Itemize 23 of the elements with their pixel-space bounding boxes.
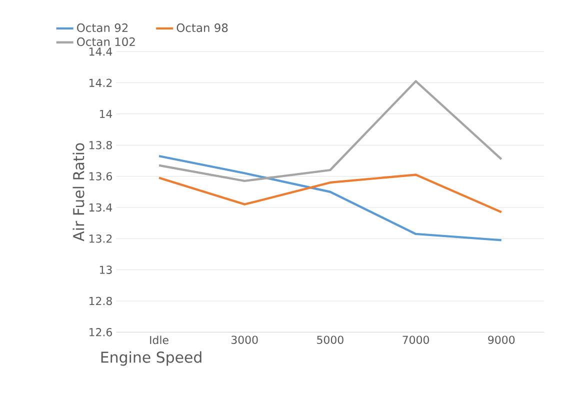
legend-label: Octan 98 [176, 23, 228, 32]
y-tick-label: 14.2 [89, 78, 112, 87]
legend-label: Octan 102 [77, 37, 135, 46]
y-tick-label: 12.8 [89, 296, 112, 306]
x-tick-label: 3000 [231, 336, 258, 344]
y-tick-label: 13.6 [89, 172, 112, 180]
line-series [158, 154, 502, 242]
y-tick-label: 13.2 [89, 234, 112, 243]
y-tick-label: 13.4 [89, 203, 112, 212]
x-tick-label: 7000 [402, 336, 429, 344]
legend-label: Octan 92 [77, 23, 128, 32]
x-axis-title: Engine Speed [101, 351, 202, 366]
y-axis-title: Air Fuel Ratio [72, 143, 84, 242]
y-tick-label: 14.4 [89, 48, 112, 56]
y-tick-label: 13.8 [89, 140, 112, 150]
x-tick-label: 9000 [488, 336, 515, 344]
y-tick-label: 14 [100, 110, 112, 118]
line-series [158, 174, 502, 214]
y-tick-label: 13 [100, 266, 112, 274]
x-tick-label: 5000 [317, 336, 344, 344]
line-series [158, 80, 502, 182]
y-tick-label: 12.6 [89, 328, 112, 336]
x-tick-label: Idle [150, 336, 168, 344]
